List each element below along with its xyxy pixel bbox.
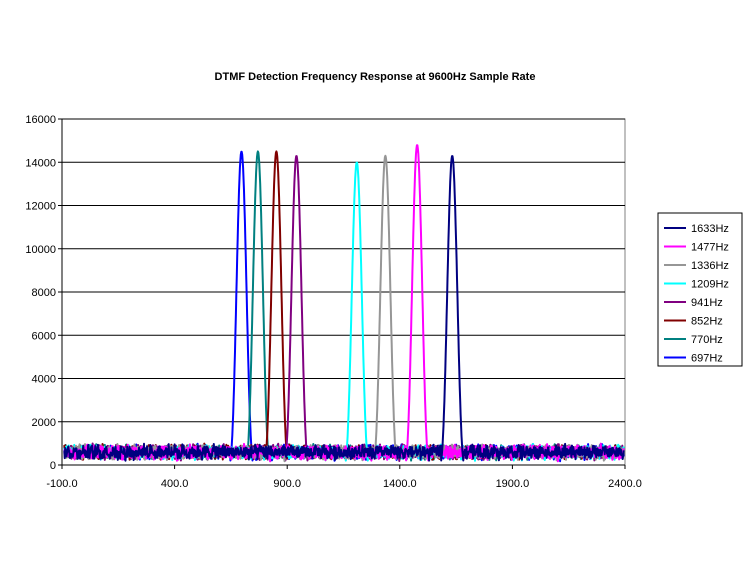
legend-items: 1633Hz 1477Hz 1336Hz 1209Hz 941Hz 852Hz 770Hz 6… xyxy=(664,223,729,365)
y-tick-label: 10000 xyxy=(25,244,56,256)
legend-label: 852Hz xyxy=(691,316,723,328)
y-tick-label: 6000 xyxy=(32,330,56,342)
legend-label: 941Hz xyxy=(691,297,723,309)
plot-area xyxy=(61,118,626,466)
series-layer xyxy=(63,144,625,463)
legend-label: 1209Hz xyxy=(691,279,729,291)
x-tick-label: 1900.0 xyxy=(496,478,530,490)
x-tick-label: 400.0 xyxy=(161,478,189,490)
x-tick-label: -100.0 xyxy=(46,478,77,490)
chart-title: DTMF Detection Frequency Response at 960… xyxy=(215,71,536,83)
series-line-1633hz xyxy=(63,155,625,462)
x-tick-label: 1400.0 xyxy=(383,478,417,490)
y-tick-label: 12000 xyxy=(25,201,56,213)
x-tick-label: 900.0 xyxy=(273,478,301,490)
y-tick-label: 16000 xyxy=(25,114,56,126)
x-axis-ticks: -100.0 400.0 900.0 1400.0 1900.0 2400.0 xyxy=(46,465,642,490)
y-tick-label: 8000 xyxy=(32,287,56,299)
legend-label: 1633Hz xyxy=(691,223,729,235)
legend-label: 1477Hz xyxy=(691,242,729,254)
y-tick-label: 2000 xyxy=(32,417,56,429)
legend-label: 1336Hz xyxy=(691,260,729,272)
gridlines xyxy=(62,118,625,423)
legend-box xyxy=(657,212,743,367)
legend-label: 770Hz xyxy=(691,334,723,346)
legend-label: 697Hz xyxy=(691,353,723,365)
legend: 1633Hz 1477Hz 1336Hz 1209Hz 941Hz 852Hz 770Hz 6… xyxy=(657,212,743,367)
y-axis-ticks: 0 2000 4000 6000 8000 10000 12000 14000 16000 xyxy=(25,114,62,472)
y-tick-label: 4000 xyxy=(32,374,56,386)
x-tick-label: 2400.0 xyxy=(608,478,642,490)
y-tick-label: 14000 xyxy=(25,157,56,169)
y-tick-label: 0 xyxy=(50,460,56,472)
